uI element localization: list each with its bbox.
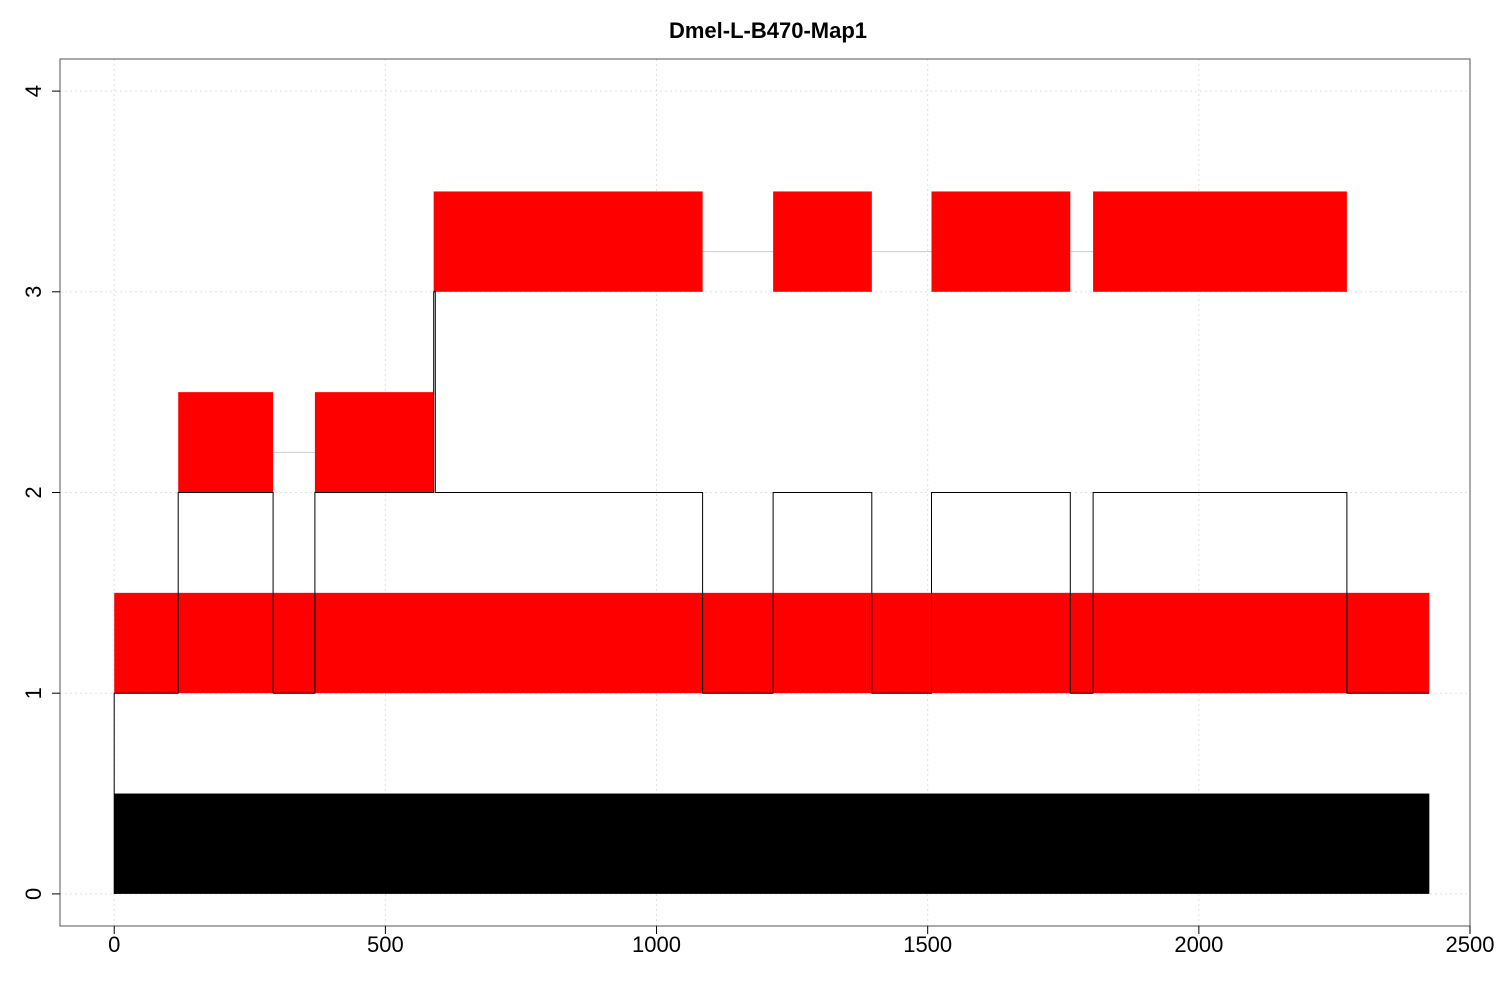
feature-bar-level-3 — [433, 191, 703, 292]
feature-bar-level-3 — [773, 191, 872, 292]
bar-layer — [114, 191, 1430, 894]
reference-bar — [114, 793, 1430, 894]
x-tick-label: 1500 — [903, 932, 952, 957]
axis-layer: 0 500 1000 1500 2000 2500 0 1 2 3 4 — [21, 85, 1494, 957]
x-tick-label: 1000 — [632, 932, 681, 957]
y-tick-label: 0 — [21, 888, 46, 900]
x-tick-label: 2000 — [1174, 932, 1223, 957]
feature-bar-level-3 — [1093, 191, 1347, 292]
feature-bar-level-2 — [314, 392, 434, 493]
y-tick-label: 2 — [21, 486, 46, 498]
connector-layer — [273, 251, 1094, 453]
feature-bar-level-1 — [114, 592, 1430, 694]
y-tick-label: 3 — [21, 286, 46, 298]
y-tick-label: 1 — [21, 687, 46, 699]
x-tick-label: 2500 — [1446, 932, 1495, 957]
feature-bar-level-2 — [178, 392, 274, 493]
feature-bar-level-3 — [931, 191, 1071, 292]
coverage-profile-line — [113, 291, 1430, 894]
y-tick-label: 4 — [21, 85, 46, 97]
chart-title: Dmel-L-B470-Map1 — [669, 18, 867, 43]
x-tick-label: 0 — [108, 932, 120, 957]
x-tick-label: 500 — [367, 932, 404, 957]
profile-layer — [113, 291, 1430, 894]
